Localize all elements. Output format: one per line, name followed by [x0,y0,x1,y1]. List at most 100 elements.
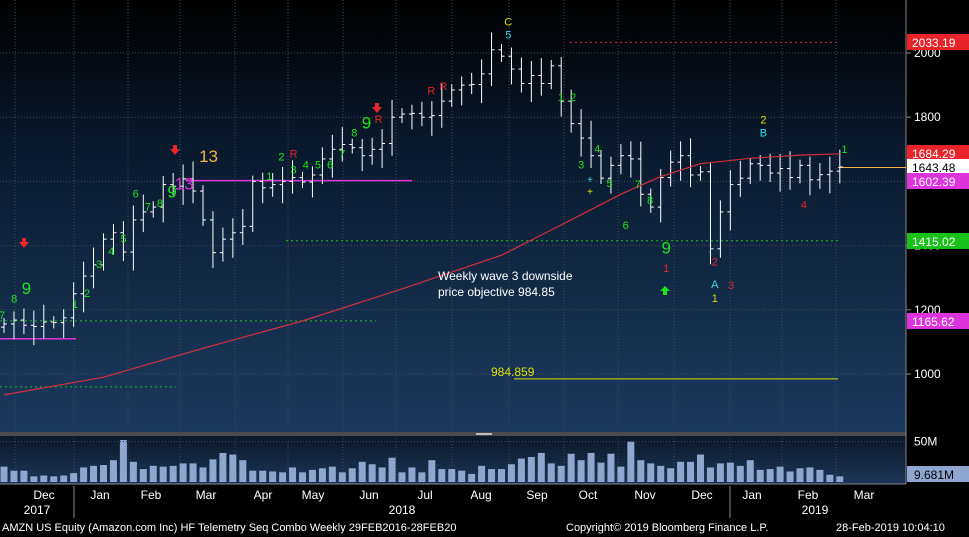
volume-bar [706,467,714,482]
month-label: Mar [854,488,875,502]
volume-bar [657,465,665,482]
volume-bar [517,458,525,482]
volume-bar [368,464,376,482]
count-label: 3 [578,160,584,172]
month-label: Dec [691,488,712,502]
volume-bar [10,470,18,482]
count-label: 8 [647,195,653,207]
panel-separator[interactable] [0,432,906,436]
count-label: 2 [712,257,718,269]
count-label: C [504,17,512,29]
volume-bar [756,469,764,482]
volume-bar [418,472,426,482]
time-axis: Dec Jan Feb Mar Apr May Jun Jul Aug Sep Oct Nov Dec J… [0,483,906,520]
annotations: Weekly wave 3 downside price objective 9… [438,269,573,379]
volume-bar [697,454,704,482]
month-label: Feb [798,488,819,502]
signal-arrows: ++ [19,103,670,295]
count-label: 6 [133,188,139,200]
volume-bar [129,461,137,482]
count-label: 9 [661,239,670,258]
count-label: 2 [84,288,90,300]
count-label: 13 [199,147,218,166]
month-label: May [302,488,325,502]
volume-bar [209,459,217,482]
count-label: 1 [558,92,564,104]
count-label: 4 [108,246,114,258]
count-label: 5 [120,233,126,245]
volume-bar [448,469,456,482]
volume-bar [328,466,336,482]
gridlines [0,0,906,484]
price-tag-label: 2033.19 [912,36,956,50]
volume-bar [179,463,187,482]
volume-bar [687,461,695,482]
count-label: 1 [841,144,847,156]
volume-bar [498,469,505,482]
count-label: 4 [303,160,309,172]
volume-bar [149,465,157,482]
price-tick-label: 1800 [914,110,941,124]
volume-bar [119,440,127,482]
count-label: 2 [570,92,576,104]
month-label: Jun [359,488,378,502]
count-label: 1 [266,171,272,183]
moving-average-line [3,153,840,396]
count-label: 7 [145,201,151,213]
volume-bar [806,467,814,482]
volume-bar [338,472,346,482]
volume-bars [0,440,906,482]
volume-bar [30,476,38,482]
year-label: 2018 [389,503,416,517]
count-label: 7 [0,310,5,322]
volume-bar [726,462,734,482]
count-label: 3 [728,280,734,292]
month-label: Jul [417,488,432,502]
count-label: R [427,86,435,98]
volume-bar [776,466,784,482]
annotation-line-1: Weekly wave 3 downside [438,269,573,283]
volume-bar [826,474,834,482]
count-label: 1 [72,299,78,311]
volume-bar [766,469,774,482]
month-label: Apr [254,488,273,502]
volume-bar [438,469,446,482]
volume-bar [507,464,515,482]
year-label: 2019 [802,503,829,517]
volume-bar [60,475,68,482]
volume-bar [50,476,58,482]
volume-bar [318,468,326,482]
annotation-line-2: price objective 984.85 [438,285,555,299]
volume-bar [398,472,406,482]
volume-bar [90,465,98,482]
count-label: 2 [760,115,766,127]
volume-bar [299,472,306,482]
volume-bar [796,468,804,482]
volume-bar [478,465,486,482]
volume-bar [607,453,615,482]
count-label: 9 [22,279,31,298]
price-tag-label: 1684.29 [912,147,956,161]
volume-bar [587,452,595,482]
month-label: Oct [579,488,598,502]
month-label: Feb [141,488,162,502]
volume-bar [597,462,605,482]
timestamp: 28-Feb-2019 10:04:10 [836,522,945,534]
volume-bar [577,460,585,482]
volume-bar [249,470,257,482]
panel-separator-handle[interactable] [476,433,492,435]
count-label: 7 [339,148,345,160]
plus-marker: + [587,175,593,186]
price-tag-label: 1165.62 [912,315,955,329]
count-label: 1 [712,293,718,305]
count-label: 6 [327,160,333,172]
count-label: R [439,81,447,93]
price-panel-background [0,0,906,432]
sell-arrow-icon [372,103,382,113]
month-label: Aug [470,488,491,502]
count-label: B [760,127,767,139]
volume-bar [189,463,197,482]
month-label: Mar [196,488,217,502]
